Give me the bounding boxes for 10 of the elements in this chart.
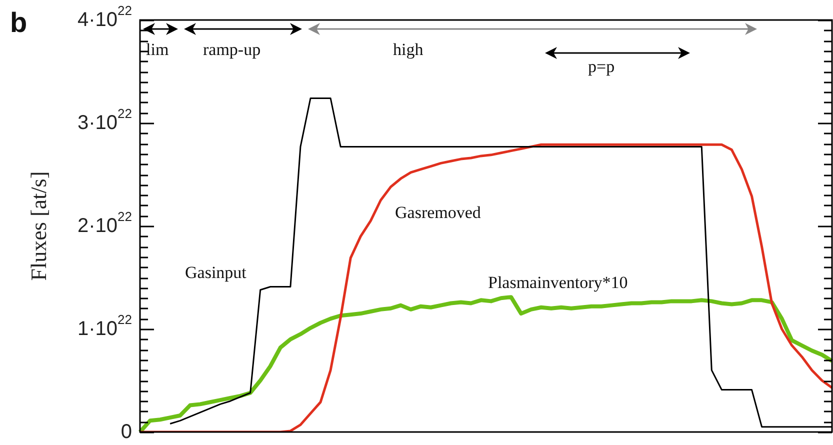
- y-tick-label: 0: [120, 421, 132, 444]
- annotation: ramp-up: [203, 40, 261, 59]
- series-label: Gasremoved: [395, 203, 482, 222]
- series-label: Plasmainventory*10: [488, 273, 628, 292]
- text: b: [10, 7, 28, 38]
- annotation: high: [393, 40, 424, 59]
- annotation: p=p: [588, 57, 615, 76]
- series-label: Gasinput: [185, 263, 247, 282]
- y-axis-title: Fluxes [at/s]: [26, 171, 51, 281]
- annotation: lim: [146, 40, 169, 59]
